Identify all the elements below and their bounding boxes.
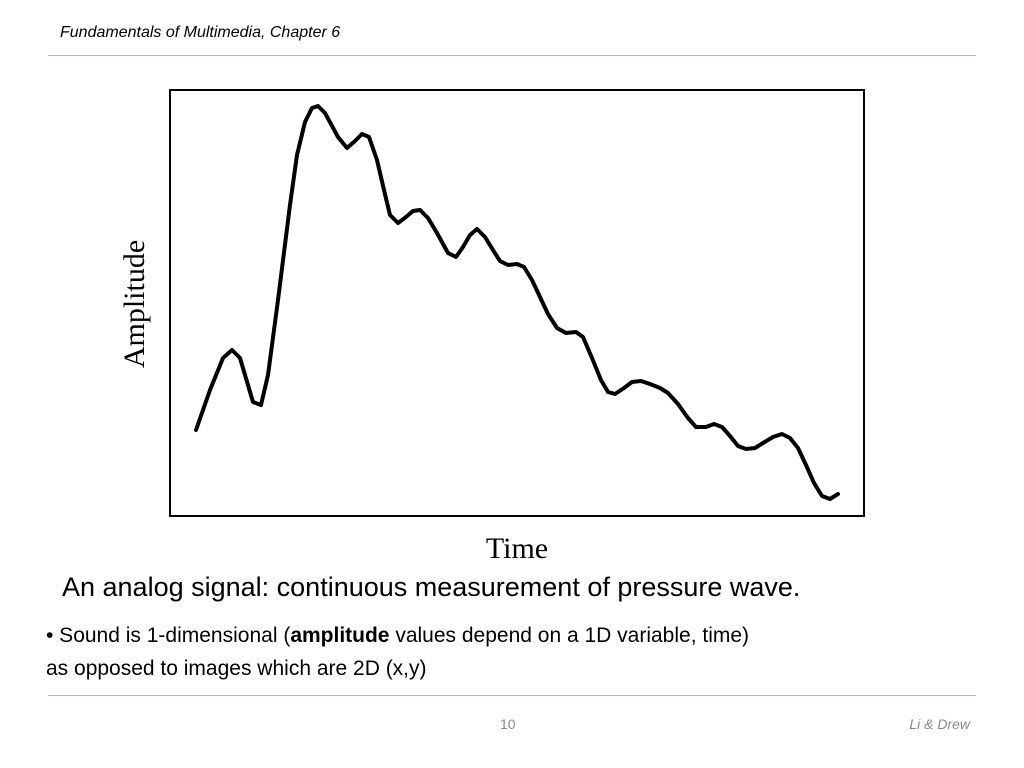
bullet-text: • Sound is 1-dimensional ( (46, 624, 291, 647)
y-axis-label: Amplitude (118, 240, 151, 368)
page-number: 10 (500, 716, 516, 732)
footer-rule (48, 695, 976, 696)
bullet-text: values depend on a 1D variable, time) (389, 624, 750, 647)
plot-frame (169, 89, 865, 517)
authors: Li & Drew (909, 716, 970, 732)
header-rule (48, 55, 976, 56)
figure: Amplitude Time (118, 89, 865, 565)
bullet-bold: amplitude (290, 624, 390, 647)
caption: An analog signal: continuous measurement… (62, 572, 801, 602)
waveform (194, 104, 840, 501)
x-axis-label: Time (486, 532, 548, 565)
header-title: Fundamentals of Multimedia, Chapter 6 (60, 24, 341, 41)
bullet-line2: as opposed to images which are 2D (x,y) (46, 657, 427, 680)
bullet-line: • Sound is 1-dimensional (amplitude valu… (46, 624, 749, 648)
